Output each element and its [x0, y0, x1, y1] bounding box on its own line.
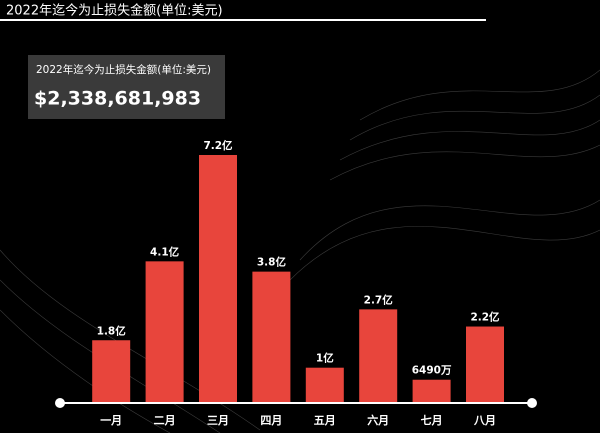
box-label: 2022年迄今为止损失金额(单位:美元) — [36, 63, 211, 76]
value-label: 7.2亿 — [203, 139, 233, 152]
chart-title: 2022年迄今为止损失金额(单位:美元) — [6, 3, 223, 19]
x-tick-label: 五月 — [314, 414, 336, 427]
value-label: 1亿 — [316, 352, 334, 365]
value-label: 3.8亿 — [257, 256, 287, 269]
value-label: 6490万 — [412, 365, 452, 377]
value-label: 2.7亿 — [364, 293, 394, 306]
bar — [412, 379, 451, 402]
bar — [92, 340, 131, 402]
total-box — [28, 55, 225, 119]
total-value: $2,338,681,983 — [34, 88, 201, 110]
x-tick-label: 三月 — [207, 414, 229, 427]
bar — [359, 309, 398, 402]
x-tick-label: 一月 — [100, 414, 122, 427]
axis-end — [55, 398, 65, 408]
x-tick-label: 二月 — [154, 414, 176, 427]
value-label: 4.1亿 — [150, 245, 180, 258]
bar — [145, 261, 184, 402]
x-tick-label: 八月 — [473, 414, 496, 427]
bar — [199, 155, 237, 402]
bar — [466, 326, 504, 402]
bar — [305, 367, 344, 402]
value-label: 1.8亿 — [97, 324, 127, 337]
decorative-waves — [0, 69, 600, 433]
x-tick-label: 四月 — [260, 414, 282, 427]
value-label: 2.2亿 — [470, 311, 500, 324]
x-tick-label: 六月 — [367, 413, 389, 427]
bar — [252, 271, 291, 402]
x-tick-label: 七月 — [421, 413, 443, 427]
axis-end — [527, 398, 537, 408]
